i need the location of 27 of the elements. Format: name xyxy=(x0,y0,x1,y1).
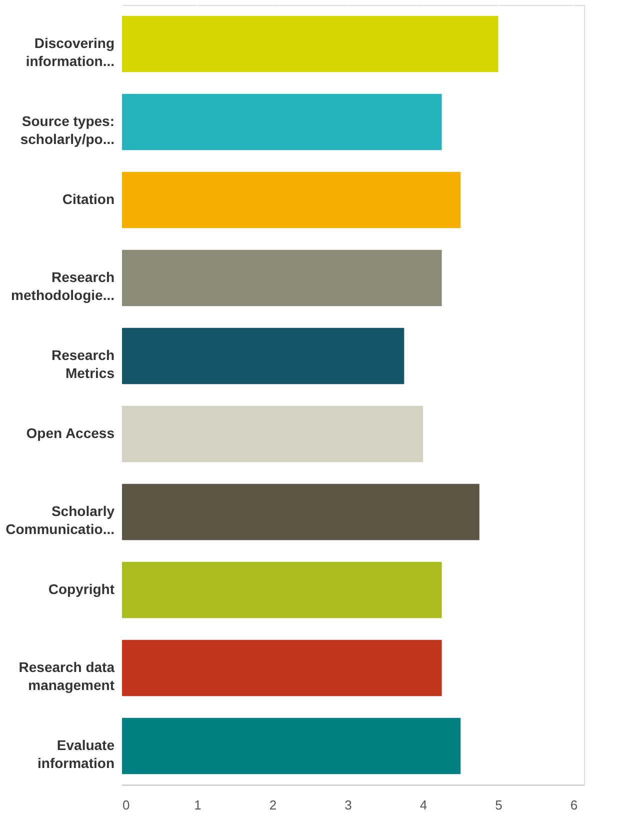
bar xyxy=(122,406,423,462)
y-tick-label: Discovering information... xyxy=(26,35,114,69)
x-tick-label: 2 xyxy=(269,798,277,812)
bar xyxy=(122,250,442,306)
x-tick-label: 0 xyxy=(122,798,130,812)
y-tick-label: Research Metrics xyxy=(51,347,115,381)
y-tick-label: Citation xyxy=(62,191,114,207)
bar xyxy=(122,94,442,150)
y-tick-label: Scholarly Communicatio... xyxy=(6,503,115,537)
x-tick-label: 3 xyxy=(344,798,352,812)
y-tick-label: Open Access xyxy=(26,425,115,441)
bar xyxy=(122,718,461,774)
bar xyxy=(122,328,404,384)
y-tick-label: Research methodologie... xyxy=(11,269,114,303)
y-tick-label: Research data management xyxy=(18,659,115,693)
bar xyxy=(122,562,442,618)
x-tick-label: 5 xyxy=(495,798,502,812)
x-tick-label: 6 xyxy=(570,798,578,812)
y-tick-label: Copyright xyxy=(48,581,115,597)
bar xyxy=(122,484,480,540)
bar xyxy=(122,16,498,72)
bar xyxy=(122,172,461,228)
x-tick-label: 1 xyxy=(194,798,202,812)
y-tick-label: Evaluate information xyxy=(38,737,115,771)
x-tick-label: 4 xyxy=(420,798,428,812)
y-tick-label: Source types: scholarly/po... xyxy=(20,113,114,147)
bar xyxy=(122,640,442,696)
